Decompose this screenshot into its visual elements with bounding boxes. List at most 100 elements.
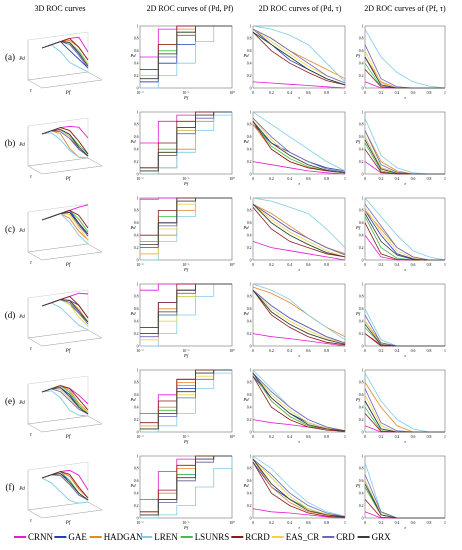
- y-tick-label: 0.6: [134, 307, 139, 311]
- y-tick-label: 1: [362, 454, 364, 458]
- y-tick-label: 0: [137, 516, 139, 520]
- legend: CRNN GAE HADGAN LREN LSUNRS RCRD EAS_CR CRD GRX: [14, 532, 391, 542]
- x-tick-label: 10⁰: [229, 177, 235, 181]
- x-tick-label: 0.8: [324, 263, 329, 267]
- legend-item: LREN: [140, 532, 178, 542]
- panel-pf_tau: 0 0.2 0.4 0.6 0.8 1 0 0.2 0.4 0.6 0.8 1 Pf τ: [355, 454, 446, 530]
- roc-curve: [140, 111, 232, 169]
- y-tick-label: 0.4: [247, 320, 252, 324]
- y-tick-label: 0.4: [134, 492, 139, 496]
- roc-curve: [252, 372, 346, 432]
- roc-curve: [252, 283, 346, 341]
- x-tick-label: 0.6: [306, 177, 311, 181]
- y-tick-label: 0: [362, 430, 364, 434]
- x-tick-label: 0: [364, 349, 366, 353]
- roc-curve: [252, 458, 346, 518]
- legend-label: EAS_CR: [286, 532, 320, 542]
- x-tick-label: 1: [444, 91, 446, 95]
- 3d-axis-label-pf: Pf: [65, 435, 71, 440]
- 3d-floor: [27, 157, 103, 175]
- x-tick-label: 0.4: [395, 177, 400, 181]
- 3d-axis-label-pd: Pd: [18, 487, 25, 492]
- y-tick-label: 0.6: [359, 135, 364, 139]
- x-tick-label: 10⁻¹: [183, 263, 190, 267]
- roc-curve: [252, 289, 346, 345]
- 3d-roc-curve: [41, 299, 89, 323]
- x-tick-label: 0.6: [411, 263, 416, 267]
- roc-curve: [140, 283, 232, 334]
- x-tick-label: 0.8: [427, 349, 432, 353]
- y-tick-label: 0.2: [247, 160, 252, 164]
- y-tick-label: 0.8: [359, 37, 364, 41]
- x-tick-label: 0: [364, 521, 366, 525]
- y-tick-label: 0.8: [247, 209, 252, 213]
- y-tick-label: 0.4: [247, 492, 252, 496]
- x-tick-label: 0.4: [395, 521, 400, 525]
- roc-curve: [252, 28, 346, 84]
- roc-curve: [140, 25, 232, 76]
- 3d-roc-curve: [41, 130, 89, 157]
- y-axis-label: Pd: [130, 483, 137, 488]
- legend-label: GRX: [372, 532, 392, 542]
- x-axis-label: Pf: [183, 95, 189, 100]
- y-tick-label: 0: [362, 172, 364, 176]
- y-tick-label: 0.2: [359, 332, 364, 336]
- panel-3d: Pd Pf τ: [18, 461, 103, 526]
- x-axis-label: τ: [404, 267, 406, 272]
- y-tick-label: 0.8: [359, 467, 364, 471]
- roc-curve: [252, 117, 346, 173]
- plot-frame: [252, 111, 346, 175]
- 3d-axis-label-pd: Pd: [18, 143, 25, 148]
- y-axis-label: Pf: [355, 225, 361, 230]
- y-axis-label: Pd: [130, 311, 137, 316]
- legend-label: CRNN: [28, 532, 54, 542]
- 3d-axis-label-tau: τ: [30, 89, 32, 94]
- x-tick-label: 0: [364, 435, 366, 439]
- x-tick-label: 0.4: [287, 349, 292, 353]
- x-tick-label: 0.6: [411, 435, 416, 439]
- x-axis-label: τ: [298, 95, 300, 100]
- roc-curve: [140, 455, 232, 516]
- x-tick-label: 0.8: [324, 435, 329, 439]
- y-tick-label: 0.4: [247, 62, 252, 66]
- legend-label: RCRD: [245, 532, 270, 542]
- y-tick-label: 0.6: [134, 135, 139, 139]
- y-tick-label: 0.8: [134, 381, 139, 385]
- panel-pd_pf: 10⁻² 10⁻¹ 10⁰ 0 0.2 0.4 0.6 0.8 1 Pd Pf: [130, 196, 236, 272]
- 3d-roc-curve: [41, 387, 89, 415]
- y-axis-label: Pd: [243, 311, 250, 316]
- x-tick-label: 0: [252, 349, 254, 353]
- x-tick-label: 0.6: [306, 521, 311, 525]
- x-tick-label: 1: [444, 177, 446, 181]
- roc-curve: [252, 375, 346, 432]
- y-tick-label: 0.6: [359, 307, 364, 311]
- x-tick-label: 0.4: [395, 263, 400, 267]
- legend-item: LSUNRS: [180, 532, 229, 542]
- y-axis-label: Pd: [243, 53, 250, 58]
- x-tick-label: 10⁻¹: [183, 349, 190, 353]
- panel-3d: Pd Pf τ: [18, 31, 103, 96]
- roc-curve: [140, 197, 232, 255]
- y-tick-label: 0.4: [134, 320, 139, 324]
- x-tick-label: 0: [252, 521, 254, 525]
- roc-curve: [140, 456, 233, 519]
- roc-curve: [252, 333, 346, 347]
- y-tick-label: 0.6: [359, 479, 364, 483]
- legend-item: RCRD: [231, 532, 270, 542]
- 3d-roc-curve: [41, 41, 89, 65]
- roc-curve: [252, 81, 346, 89]
- roc-curve: [140, 369, 232, 424]
- y-tick-label: 0.2: [359, 418, 364, 422]
- roc-curve: [140, 25, 232, 58]
- y-tick-label: 0.2: [134, 418, 139, 422]
- roc-curve: [140, 455, 232, 516]
- y-tick-label: 0.8: [359, 295, 364, 299]
- x-axis-label: τ: [298, 181, 300, 186]
- roc-curve: [364, 372, 445, 433]
- y-tick-label: 1: [137, 368, 139, 372]
- x-tick-label: 0.2: [269, 263, 274, 267]
- roc-curve: [252, 161, 346, 175]
- x-tick-label: 1: [344, 435, 346, 439]
- y-tick-label: 0.2: [247, 332, 252, 336]
- panel-pd_pf: 10⁻² 10⁻¹ 10⁰ 0 0.2 0.4 0.6 0.8 1 Pd Pf: [130, 24, 236, 100]
